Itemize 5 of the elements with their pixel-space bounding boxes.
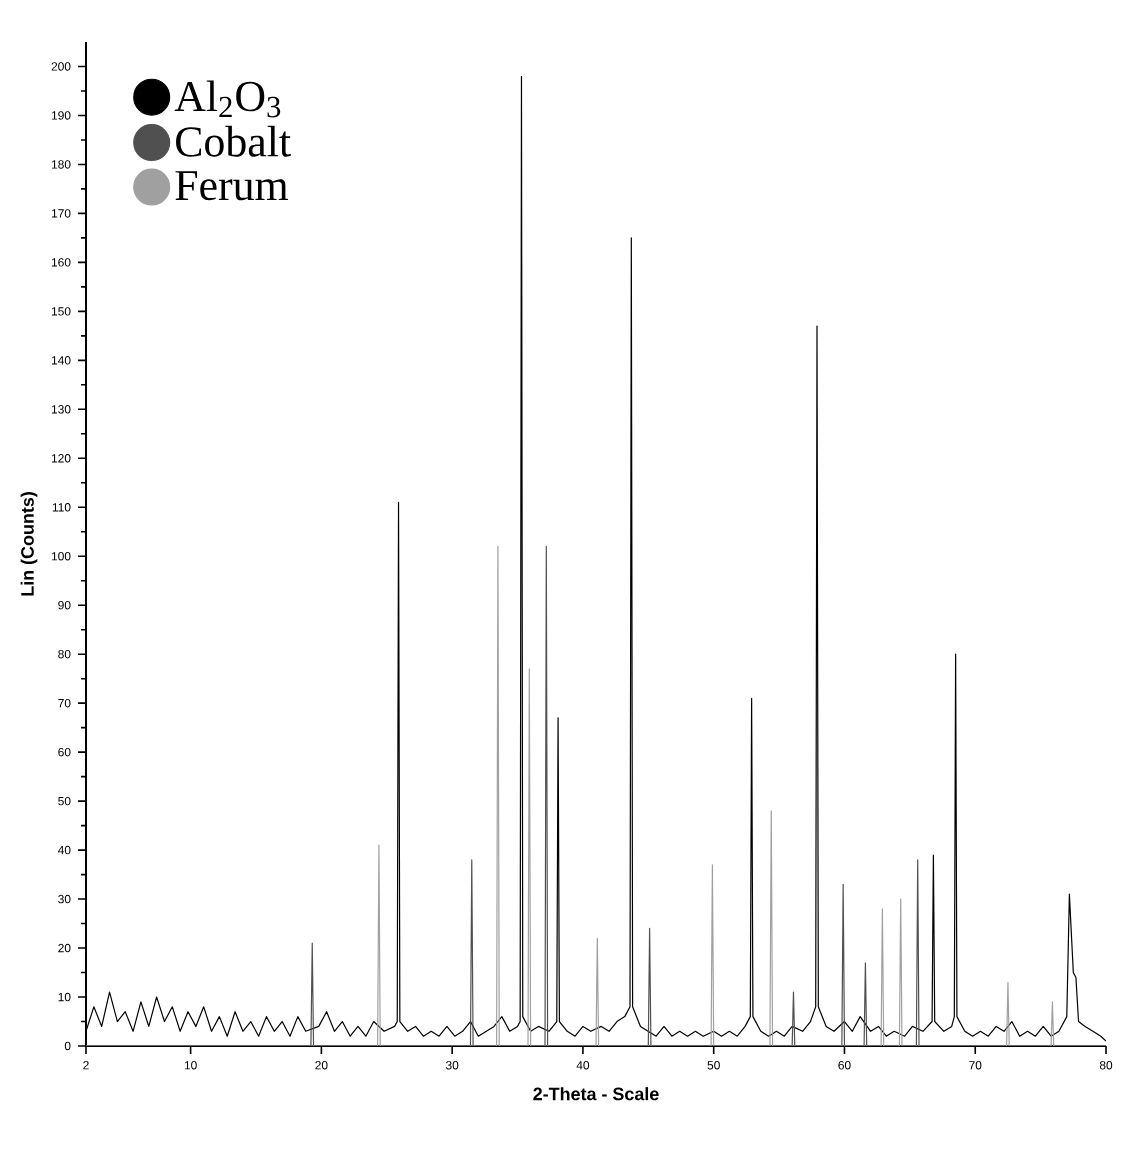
legend-label: Ferum xyxy=(175,171,288,201)
legend-label: Cobalt xyxy=(176,125,291,157)
legend-label: Al$_{2}$O$_{3}$ xyxy=(174,80,281,118)
y-axis-title: Lin (Counts) xyxy=(20,492,38,596)
x-axis-title: 2-Theta - Scale xyxy=(533,1087,659,1101)
